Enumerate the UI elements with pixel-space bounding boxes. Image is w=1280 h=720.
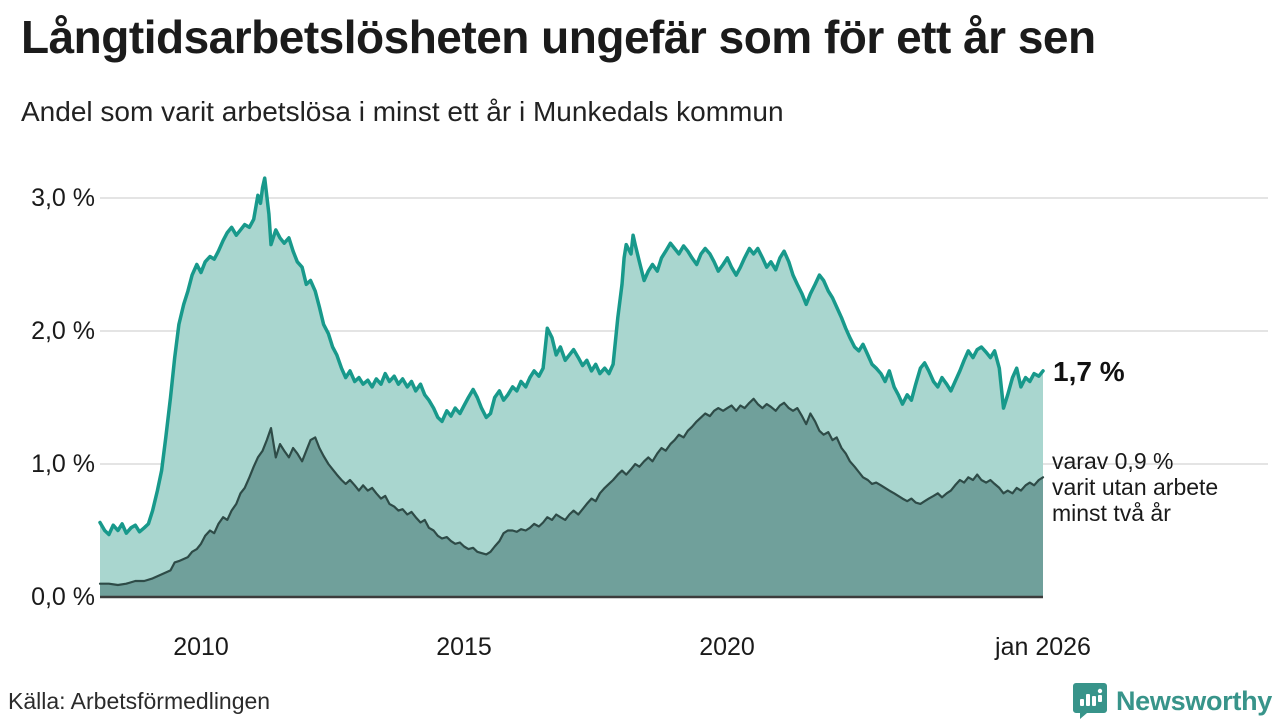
x-axis-label-jan-2026: jan 2026 — [995, 633, 1091, 661]
x-axis-label-2010: 2010 — [173, 633, 229, 661]
series-total-one-year-line — [98, 176, 1045, 537]
series-two-years-area — [100, 398, 1043, 597]
latest-value-label: 1,7 % — [1053, 356, 1125, 387]
series-two-years-line — [98, 397, 1045, 587]
secondary-value-line-3: minst två år — [1052, 500, 1171, 526]
newsworthy-icon — [1072, 683, 1107, 719]
secondary-value-line-1: varav 0,9 % — [1052, 448, 1174, 474]
secondary-value-line-2: varit utan arbete — [1052, 474, 1219, 500]
secondary-value-label: varav 0,9 % varit utan arbete minst två … — [1052, 448, 1218, 526]
page-title: Långtidsarbetslösheten ungefär som för e… — [21, 11, 1096, 63]
brand-logo: Newsworthy — [1072, 682, 1272, 720]
y-axis-label-1: 1,0 % — [31, 450, 95, 478]
y-axis-label-3: 3,0 % — [31, 184, 95, 212]
brand-name: Newsworthy — [1115, 685, 1272, 716]
x-axis-label-2015: 2015 — [436, 633, 492, 661]
source-caption: Källa: Arbetsförmedlingen — [8, 688, 271, 714]
y-axis-label-2: 2,0 % — [31, 317, 95, 345]
x-axis-label-2020: 2020 — [699, 633, 755, 661]
y-axis-label-0: 0,0 % — [31, 583, 95, 611]
page-subtitle: Andel som varit arbetslösa i minst ett å… — [21, 96, 784, 127]
